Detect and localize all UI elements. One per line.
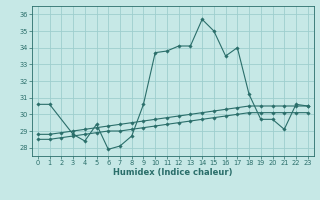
X-axis label: Humidex (Indice chaleur): Humidex (Indice chaleur) [113, 168, 233, 177]
